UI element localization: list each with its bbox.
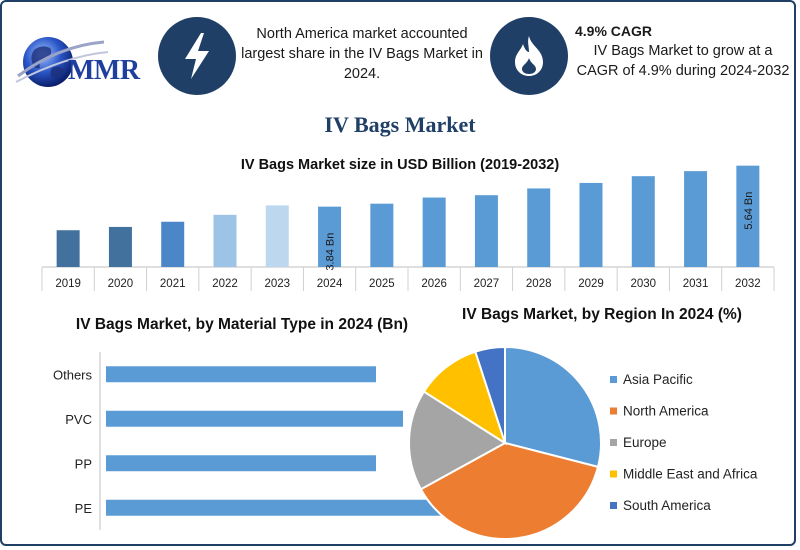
y-tick-label: PP bbox=[75, 456, 92, 471]
bar-2032 bbox=[736, 165, 760, 267]
y-tick-label: Others bbox=[53, 367, 93, 382]
pie-slice-south-america bbox=[474, 345, 506, 444]
legend-swatch bbox=[610, 470, 617, 478]
x-tick-label: 2023 bbox=[264, 278, 290, 290]
bar-chart-title: IV Bags Market size in USD Billion (2019… bbox=[240, 157, 560, 173]
bar-others bbox=[106, 366, 376, 383]
bar-2022 bbox=[213, 214, 237, 267]
cagr-heading: 4.9% CAGR bbox=[575, 23, 653, 39]
data-label: 5.64 Bn bbox=[743, 192, 755, 230]
legend-label: Europe bbox=[623, 435, 667, 450]
x-tick-label: 2021 bbox=[160, 278, 186, 290]
x-tick-label: 2029 bbox=[578, 278, 604, 290]
bar-2029 bbox=[579, 182, 603, 267]
bar-2023 bbox=[265, 205, 289, 267]
logo-text: MMR bbox=[68, 55, 140, 86]
x-tick-label: 2030 bbox=[630, 278, 656, 290]
flame-icon bbox=[515, 36, 543, 76]
logo bbox=[12, 30, 152, 100]
x-tick-label: 2025 bbox=[369, 278, 395, 290]
x-tick-label: 2028 bbox=[526, 278, 552, 290]
x-tick-label: 2024 bbox=[317, 278, 343, 290]
main-title: IV Bags Market bbox=[324, 112, 476, 137]
x-tick-label: 2026 bbox=[421, 278, 447, 290]
legend-label: Asia Pacific bbox=[623, 372, 693, 387]
bar-2025 bbox=[370, 203, 394, 267]
pie-slice-europe bbox=[408, 390, 507, 491]
bar-pvc bbox=[106, 410, 403, 427]
x-tick-label: 2032 bbox=[735, 278, 761, 290]
legend-label: Middle East and Africa bbox=[623, 467, 758, 482]
material-chart-title: IV Bags Market, by Material Type in 2024… bbox=[75, 316, 409, 333]
bar-2024 bbox=[318, 206, 342, 267]
pie-slice-asia-pacific bbox=[504, 345, 602, 469]
globe-icon bbox=[15, 37, 109, 87]
x-tick-label: 2022 bbox=[212, 278, 238, 290]
info-text-north-america: North America market accounted largest s… bbox=[241, 26, 483, 82]
bar-2026 bbox=[422, 197, 446, 267]
x-tick-label: 2020 bbox=[108, 278, 134, 290]
y-tick-label: PVC bbox=[65, 412, 92, 427]
legend-swatch bbox=[610, 502, 617, 509]
bar-2027 bbox=[474, 195, 498, 267]
data-label: 3.84 Bn bbox=[325, 233, 337, 271]
bar-pp bbox=[106, 455, 376, 472]
pie-slice-middle-east-and-africa bbox=[422, 350, 507, 446]
bar-2021 bbox=[161, 221, 185, 267]
legend-label: North America bbox=[623, 404, 709, 419]
bar-2020 bbox=[108, 226, 132, 267]
legend-swatch bbox=[610, 407, 617, 415]
info-text-cagr: IV Bags Market to grow at a CAGR of 4.9%… bbox=[576, 43, 790, 79]
legend-label: South America bbox=[623, 498, 711, 513]
legend-swatch bbox=[610, 439, 617, 446]
bar-2019 bbox=[56, 230, 80, 267]
bar-pe bbox=[106, 499, 471, 516]
bar-2030 bbox=[631, 176, 655, 267]
info-circle-1 bbox=[158, 17, 236, 95]
x-tick-label: 2027 bbox=[474, 278, 500, 290]
info-circle-2 bbox=[490, 17, 568, 95]
legend-swatch bbox=[610, 376, 617, 383]
x-tick-label: 2019 bbox=[55, 278, 81, 290]
bar-2028 bbox=[527, 188, 551, 267]
x-tick-label: 2031 bbox=[683, 278, 709, 290]
pie-slice-north-america bbox=[419, 441, 600, 540]
region-chart-title: IV Bags Market, by Region In 2024 (%) bbox=[462, 306, 742, 323]
y-tick-label: PE bbox=[75, 501, 93, 516]
lightning-bolt-icon bbox=[185, 33, 209, 79]
bar-2031 bbox=[684, 171, 708, 267]
